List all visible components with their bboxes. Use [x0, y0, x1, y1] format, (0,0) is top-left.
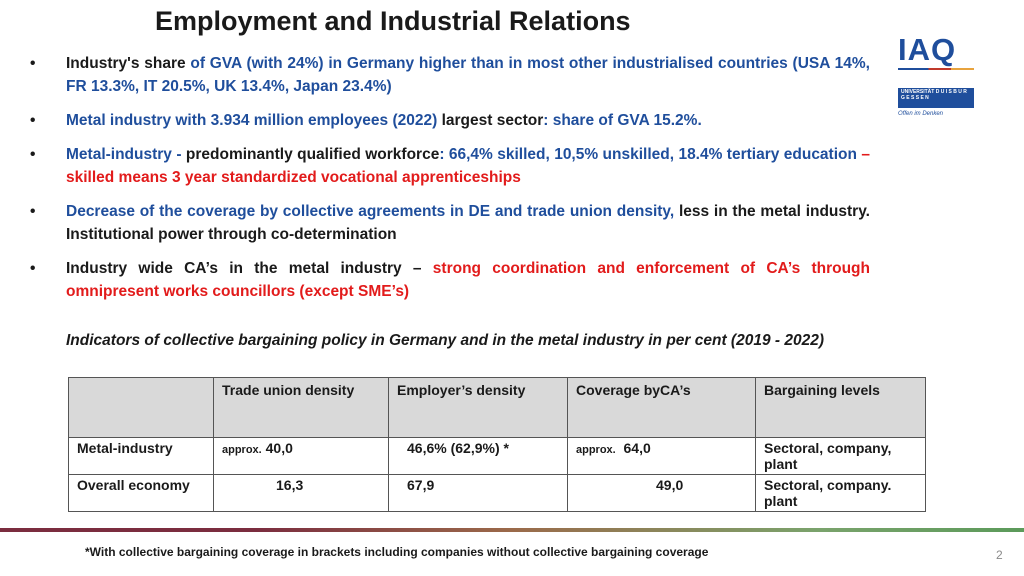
table-row: Metal-industry approx. 40,0 46,6% (62,9%…: [68, 437, 926, 475]
cell-bargaining-levels: Sectoral, company. plant: [755, 474, 926, 512]
value: 40,0: [265, 440, 293, 456]
logo-underline: [898, 68, 974, 70]
bullet-dot: •: [30, 146, 36, 163]
bullet-text-run: predominantly qualified workforce: [185, 146, 440, 163]
university-logo: UNIVERSITÄT D U I S B U R G E S S E N: [898, 88, 974, 108]
cell-coverage: approx. 64,0: [567, 437, 756, 475]
bullet-text: Industry's share of GVA (with 24%) in Ge…: [66, 55, 870, 95]
header-coverage: Coverage byCA’s: [567, 377, 756, 438]
bullet-list: • Industry's share of GVA (with 24%) in G…: [30, 52, 870, 314]
value: 64,0: [623, 440, 651, 456]
bullet-text-run: – skilled means 3 year standardized voca…: [66, 146, 870, 186]
bullet-text-run: Industry wide CA’s in the metal industry…: [66, 260, 433, 277]
iaq-logo: IAQ UNIVERSITÄT D U I S B U R G E S S E …: [898, 34, 978, 117]
approx-prefix: approx.: [576, 444, 616, 456]
header-trade-union-density: Trade union density: [213, 377, 389, 438]
header-bargaining-levels: Bargaining levels: [755, 377, 926, 438]
cell-employers-density: 46,6% (62,9%) *: [388, 437, 568, 475]
bullet-text-run: Metal industry with 3.934 million employ…: [66, 112, 442, 129]
bullet-item: • Metal-industry - predominantly qualifie…: [30, 143, 870, 189]
header-employers-density: Employer’s density: [388, 377, 568, 438]
bullet-dot: •: [30, 55, 36, 72]
indicators-table: Trade union density Employer’s density C…: [68, 377, 926, 512]
footnote: *With collective bargaining coverage in …: [85, 545, 709, 559]
bullet-item: • Industry's share of GVA (with 24%) in G…: [30, 52, 870, 98]
bullet-text-run: of GVA (with 24%) in Germany higher than…: [66, 55, 870, 95]
bullet-text: Industry wide CA’s in the metal industry…: [66, 260, 870, 300]
row-label: Overall economy: [68, 474, 214, 512]
bullet-text-run: : share of GVA 15.2%.: [543, 112, 702, 129]
iaq-logo-text: IAQ: [898, 32, 957, 67]
row-label: Metal-industry: [68, 437, 214, 475]
cell-coverage: 49,0: [567, 474, 756, 512]
bullet-text: Metal-industry - predominantly qualified…: [66, 146, 870, 186]
bullet-text-run: Industry's share: [66, 55, 191, 72]
page-number: 2: [996, 548, 1003, 562]
cell-trade-union-density: approx. 40,0: [213, 437, 389, 475]
table-header-row: Trade union density Employer’s density C…: [68, 377, 926, 438]
bullet-text: Metal industry with 3.934 million employ…: [66, 112, 702, 129]
cell-employers-density: 67,9: [388, 474, 568, 512]
bullet-text-run: Metal-industry -: [66, 146, 186, 163]
slide-title: Employment and Industrial Relations: [155, 6, 631, 36]
bullet-text: Decrease of the coverage by collective a…: [66, 203, 870, 243]
approx-prefix: approx.: [222, 444, 262, 456]
bullet-item: • Decrease of the coverage by collective …: [30, 200, 870, 246]
bullet-dot: •: [30, 260, 36, 277]
bullet-item: • Metal industry with 3.934 million emplo…: [30, 109, 870, 132]
table-row: Overall economy 16,3 67,9 49,0 Sectoral,…: [68, 474, 926, 512]
bullet-text-run: less in the metal industry. Institutiona…: [66, 203, 870, 243]
table-caption: Indicators of collective bargaining poli…: [66, 332, 824, 349]
cell-trade-union-density: 16,3: [213, 474, 389, 512]
header-cell-empty: [68, 377, 214, 438]
bullet-text-run: strong coordination and enforcement of C…: [66, 260, 870, 300]
bullet-item: • Industry wide CA’s in the metal industr…: [30, 257, 870, 303]
bullet-text-run: largest sector: [441, 112, 544, 129]
cell-bargaining-levels: Sectoral, company, plant: [755, 437, 926, 475]
bullet-text-run: Decrease of the coverage by collective a…: [66, 203, 679, 220]
bullet-text-run: : 66,4% skilled, 10,5% unskilled, 18.4% …: [439, 146, 862, 163]
bullet-dot: •: [30, 112, 36, 129]
footer-color-band: [0, 528, 1024, 532]
university-slogan: Offen im Denken: [898, 111, 944, 117]
bullet-dot: •: [30, 203, 36, 220]
